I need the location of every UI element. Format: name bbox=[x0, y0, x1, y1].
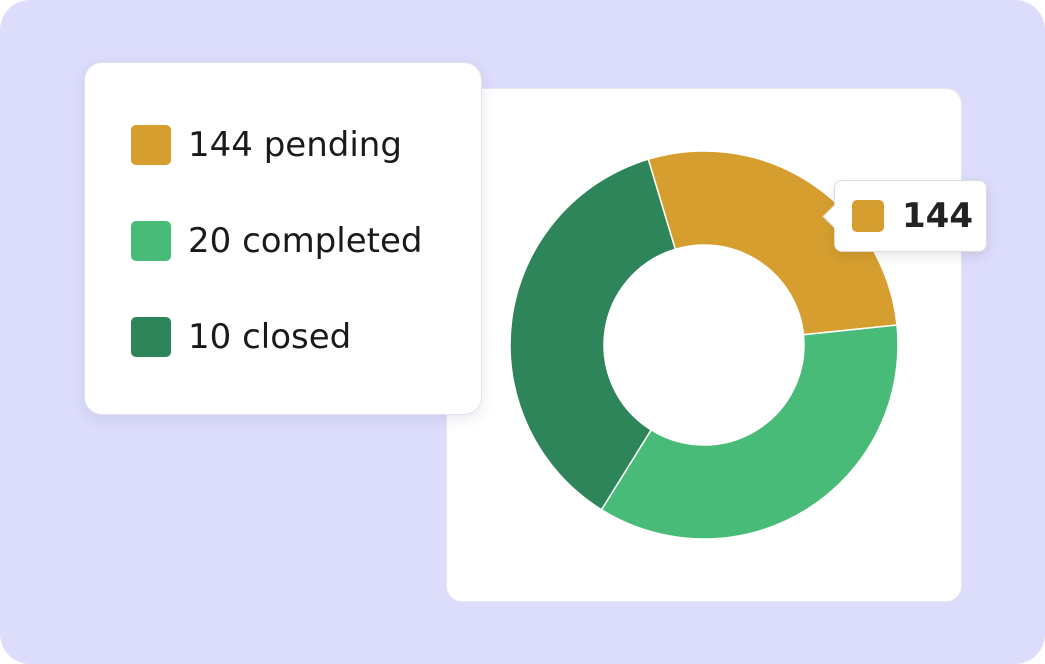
tooltip: 144 bbox=[834, 180, 987, 252]
legend-item: 10 closed bbox=[131, 317, 351, 357]
legend-item: 144 pending bbox=[131, 125, 402, 165]
legend-swatch bbox=[131, 125, 171, 165]
legend: 144 pending 20 completed 10 closed bbox=[84, 62, 482, 415]
legend-item: 20 completed bbox=[131, 221, 422, 261]
tooltip-swatch bbox=[852, 200, 884, 232]
donut-slice bbox=[647, 150, 898, 336]
legend-swatch bbox=[131, 317, 171, 357]
legend-label: 144 pending bbox=[188, 125, 402, 165]
legend-label: 10 closed bbox=[188, 317, 352, 357]
donut-slice bbox=[509, 158, 677, 511]
donut-slice bbox=[600, 324, 899, 540]
legend-swatch bbox=[131, 221, 171, 261]
legend-label: 20 completed bbox=[188, 221, 423, 261]
tooltip-label: 144 bbox=[902, 196, 973, 236]
